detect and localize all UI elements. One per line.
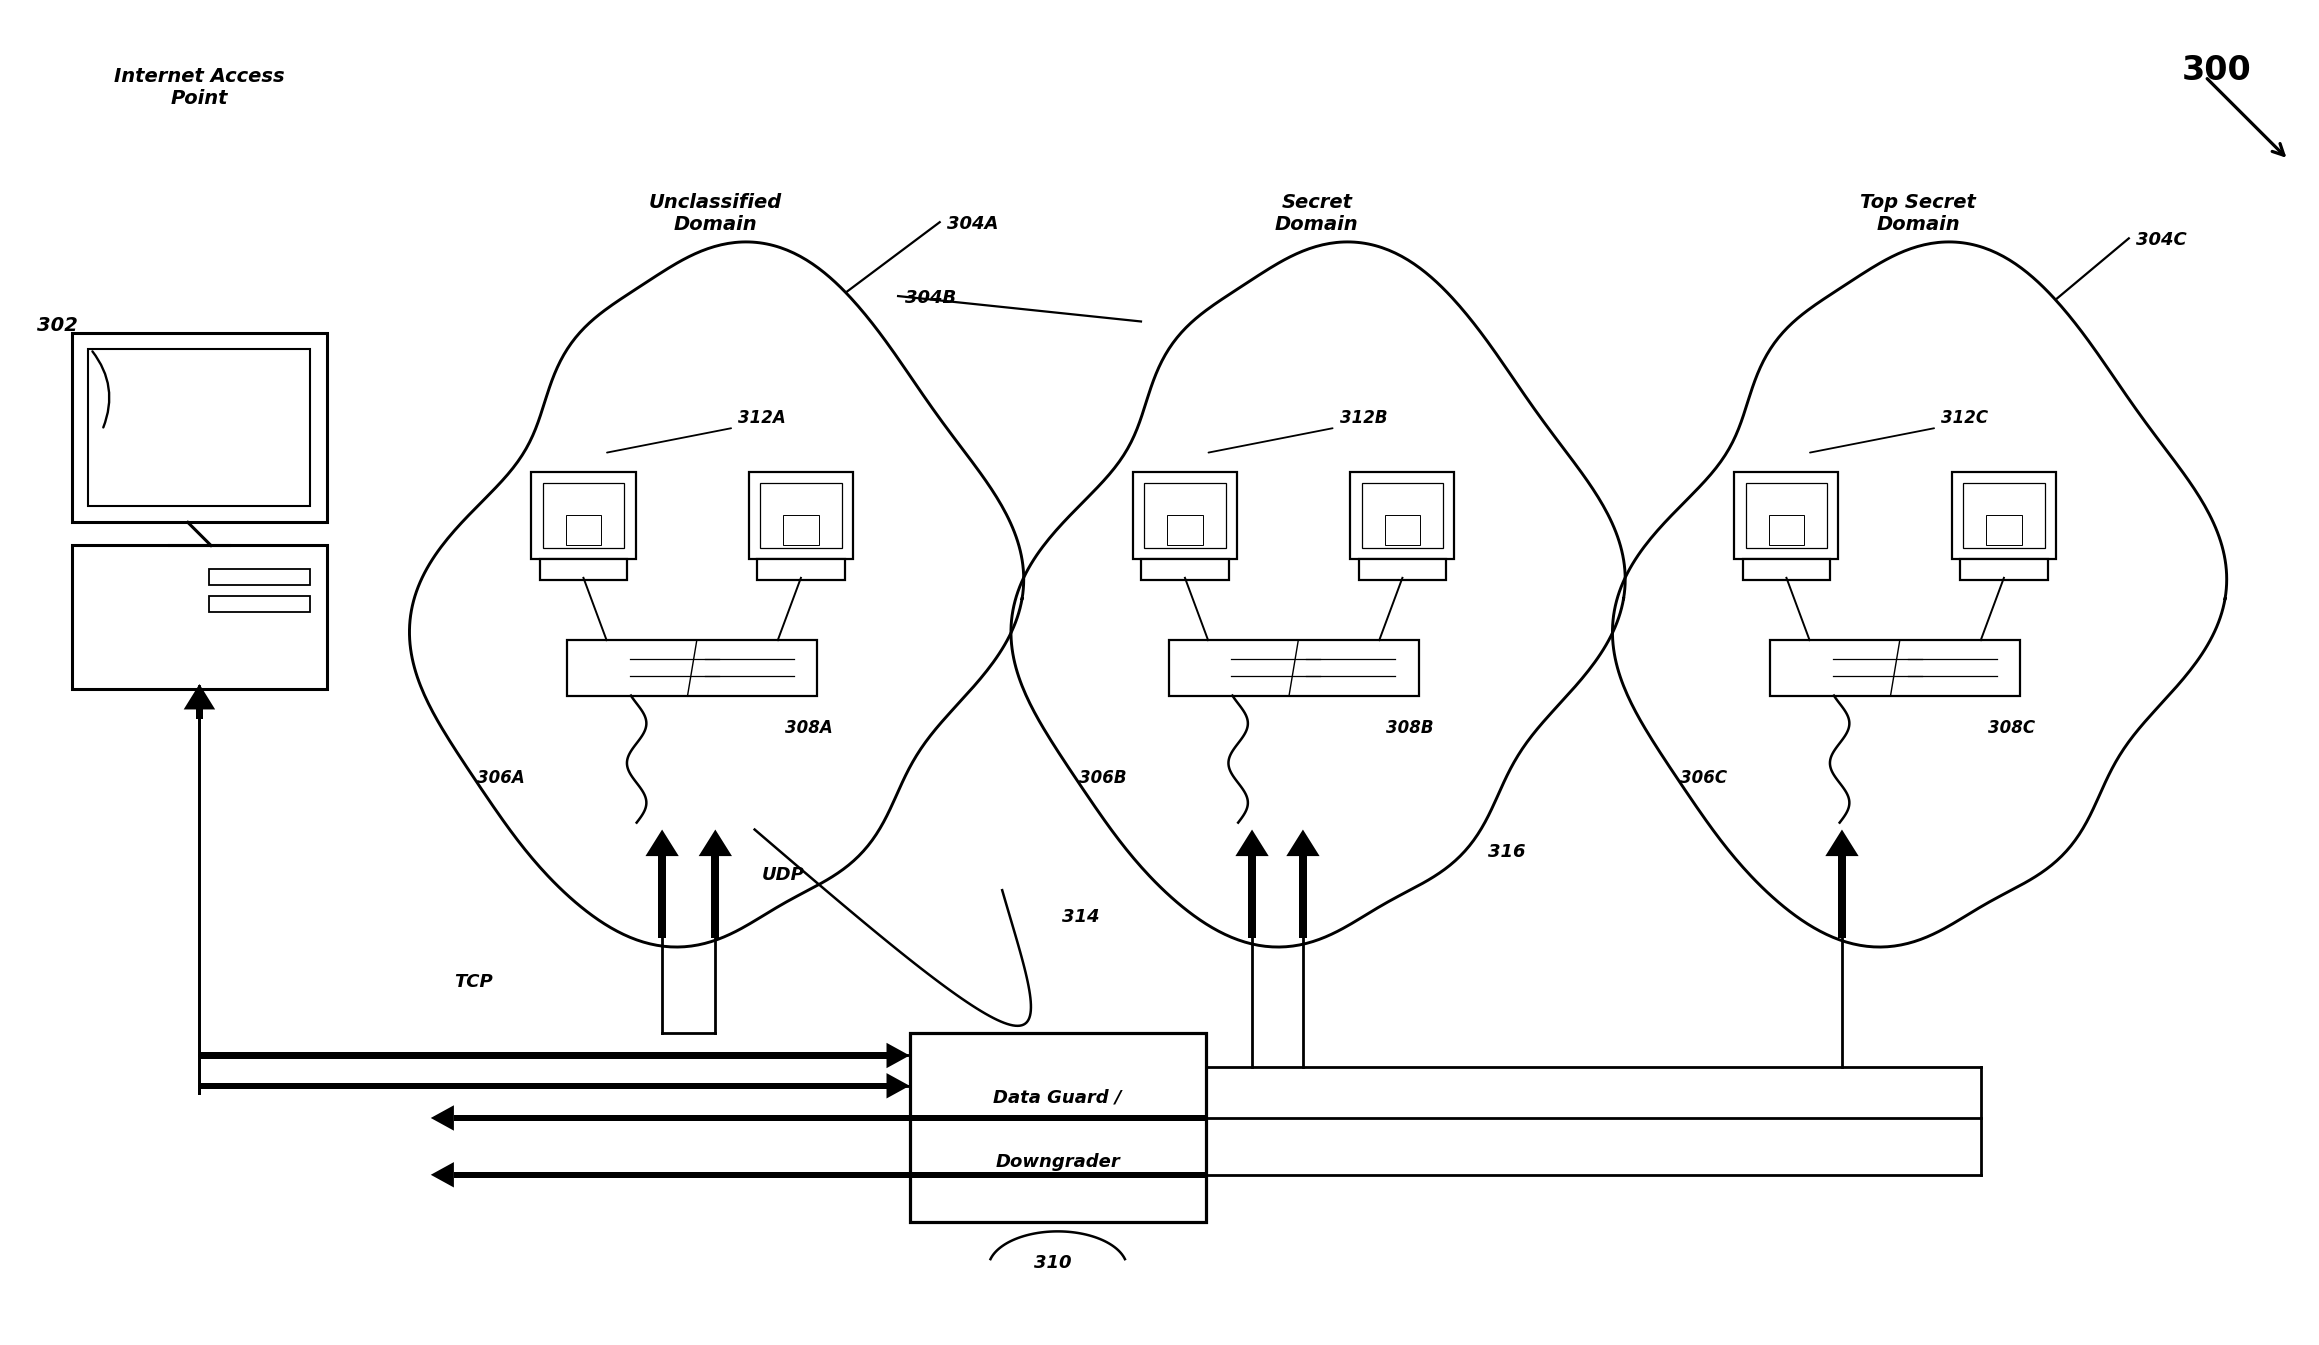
Text: Unclassified
Domain: Unclassified Domain bbox=[649, 192, 782, 234]
FancyBboxPatch shape bbox=[1769, 515, 1804, 545]
Polygon shape bbox=[1299, 857, 1308, 937]
FancyBboxPatch shape bbox=[1735, 472, 1839, 560]
Text: 306C: 306C bbox=[1679, 769, 1728, 787]
Polygon shape bbox=[455, 1171, 1206, 1178]
Text: 316: 316 bbox=[1489, 843, 1526, 861]
FancyBboxPatch shape bbox=[1350, 472, 1454, 560]
Polygon shape bbox=[1248, 857, 1257, 937]
Text: 310: 310 bbox=[1034, 1255, 1071, 1272]
Text: 308C: 308C bbox=[1987, 718, 2034, 737]
Text: TCP: TCP bbox=[455, 972, 492, 990]
Polygon shape bbox=[455, 1115, 1206, 1122]
Text: 302: 302 bbox=[37, 316, 79, 335]
FancyBboxPatch shape bbox=[209, 596, 311, 612]
Text: 306B: 306B bbox=[1078, 769, 1127, 787]
FancyBboxPatch shape bbox=[1166, 515, 1204, 545]
Polygon shape bbox=[1236, 830, 1268, 857]
Polygon shape bbox=[698, 830, 733, 857]
FancyBboxPatch shape bbox=[1141, 560, 1229, 580]
Polygon shape bbox=[195, 709, 204, 718]
Polygon shape bbox=[431, 1162, 455, 1188]
FancyBboxPatch shape bbox=[758, 560, 844, 580]
Text: 308A: 308A bbox=[784, 718, 833, 737]
Polygon shape bbox=[645, 830, 679, 857]
FancyBboxPatch shape bbox=[1742, 560, 1830, 580]
Polygon shape bbox=[431, 1106, 455, 1131]
FancyBboxPatch shape bbox=[761, 483, 842, 547]
FancyBboxPatch shape bbox=[1985, 515, 2022, 545]
Text: UDP: UDP bbox=[761, 866, 805, 885]
Text: 304A: 304A bbox=[946, 215, 997, 233]
FancyBboxPatch shape bbox=[1169, 640, 1419, 695]
Text: 306A: 306A bbox=[478, 769, 524, 787]
FancyBboxPatch shape bbox=[531, 472, 635, 560]
Text: 312C: 312C bbox=[1941, 409, 1990, 428]
FancyBboxPatch shape bbox=[1746, 483, 1827, 547]
FancyBboxPatch shape bbox=[568, 640, 816, 695]
Text: 312B: 312B bbox=[1340, 409, 1387, 428]
FancyBboxPatch shape bbox=[209, 569, 311, 585]
Polygon shape bbox=[1287, 830, 1320, 857]
Polygon shape bbox=[886, 1073, 909, 1099]
Text: Downgrader: Downgrader bbox=[995, 1153, 1120, 1171]
FancyBboxPatch shape bbox=[566, 515, 601, 545]
FancyBboxPatch shape bbox=[72, 334, 327, 522]
Text: Top Secret
Domain: Top Secret Domain bbox=[1860, 192, 1976, 234]
Text: 304C: 304C bbox=[2136, 231, 2187, 249]
Polygon shape bbox=[1839, 857, 1846, 937]
FancyBboxPatch shape bbox=[1384, 515, 1419, 545]
FancyBboxPatch shape bbox=[88, 350, 311, 506]
FancyBboxPatch shape bbox=[1361, 483, 1442, 547]
FancyBboxPatch shape bbox=[784, 515, 819, 545]
FancyBboxPatch shape bbox=[1964, 483, 2045, 547]
FancyBboxPatch shape bbox=[749, 472, 853, 560]
FancyBboxPatch shape bbox=[1134, 472, 1236, 560]
Text: 300: 300 bbox=[2182, 54, 2252, 86]
FancyBboxPatch shape bbox=[1960, 560, 2048, 580]
Text: Secret
Domain: Secret Domain bbox=[1275, 192, 1359, 234]
Text: Data Guard /: Data Guard / bbox=[993, 1088, 1122, 1107]
FancyBboxPatch shape bbox=[1359, 560, 1447, 580]
Text: 308B: 308B bbox=[1387, 718, 1433, 737]
Polygon shape bbox=[199, 1052, 886, 1059]
Polygon shape bbox=[886, 1042, 909, 1068]
Text: 312A: 312A bbox=[737, 409, 786, 428]
FancyBboxPatch shape bbox=[1769, 640, 2020, 695]
Text: 314: 314 bbox=[1062, 908, 1099, 925]
Polygon shape bbox=[659, 857, 666, 937]
Polygon shape bbox=[199, 1083, 886, 1089]
Polygon shape bbox=[183, 685, 216, 709]
Polygon shape bbox=[712, 857, 719, 937]
Polygon shape bbox=[1825, 830, 1858, 857]
Text: Internet Access
Point: Internet Access Point bbox=[114, 67, 285, 109]
FancyBboxPatch shape bbox=[909, 1033, 1206, 1223]
Text: 304B: 304B bbox=[904, 289, 955, 307]
FancyBboxPatch shape bbox=[72, 546, 327, 689]
FancyBboxPatch shape bbox=[543, 483, 624, 547]
FancyBboxPatch shape bbox=[1143, 483, 1224, 547]
FancyBboxPatch shape bbox=[540, 560, 626, 580]
FancyBboxPatch shape bbox=[1953, 472, 2057, 560]
